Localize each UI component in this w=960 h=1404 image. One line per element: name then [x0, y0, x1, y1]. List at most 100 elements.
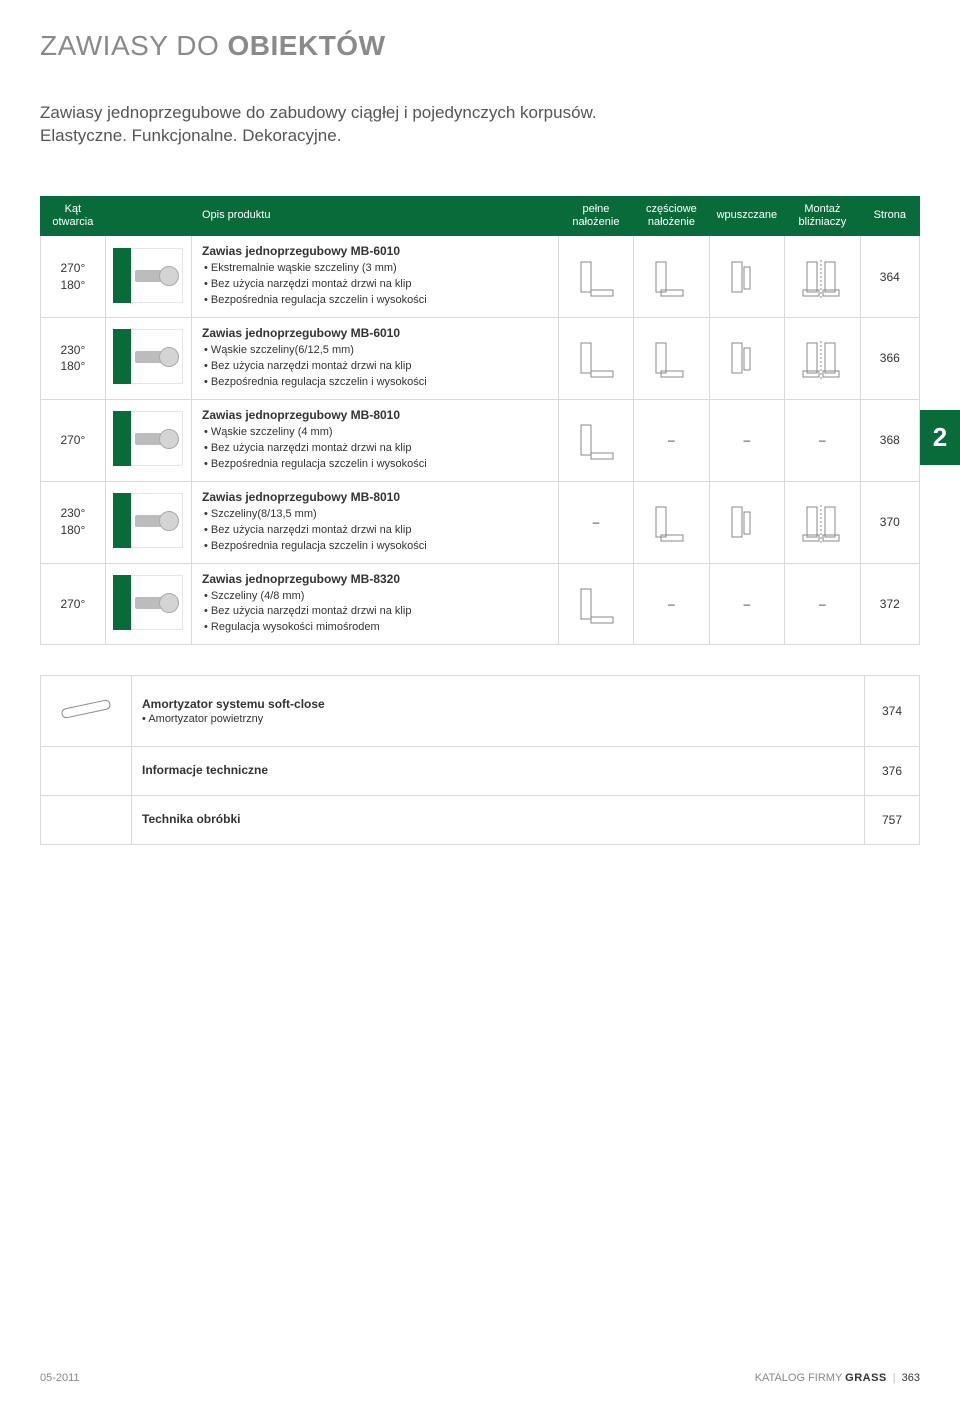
mount-icon-cell	[785, 236, 860, 318]
dash-icon: –	[819, 597, 826, 611]
info-title: Amortyzator systemu soft-close	[142, 697, 854, 711]
bullet-item: Szczeliny(8/13,5 mm)	[204, 507, 552, 523]
col-image	[105, 196, 191, 235]
mount-icon-cell	[709, 236, 784, 318]
hinge-icon	[113, 575, 183, 630]
table-row: 270°180° Zawias jednoprzegubowy MB-6010 E…	[41, 236, 920, 318]
product-title: Zawias jednoprzegubowy MB-6010	[202, 244, 552, 258]
col-page: Strona	[860, 196, 919, 235]
info-bullets: Amortyzator powietrzny	[142, 713, 854, 725]
bullet-item: Amortyzator powietrzny	[142, 713, 854, 725]
mount-icon-cell	[785, 318, 860, 400]
mount-icon-cell: –	[709, 563, 784, 645]
desc-cell: Zawias jednoprzegubowy MB-8320 Szczeliny…	[191, 563, 558, 645]
mount-icon-cell: –	[709, 399, 784, 481]
bullet-item: Bezpośrednia regulacja szczelin i wysoko…	[204, 375, 552, 391]
footer: 05-2011 KATALOG FIRMY GRASS | 363	[40, 1372, 920, 1384]
product-title: Zawias jednoprzegubowy MB-6010	[202, 326, 552, 340]
mount-icon-cell	[558, 236, 633, 318]
dash-icon: –	[593, 515, 600, 529]
inset-overlay-icon	[722, 252, 772, 302]
footer-date: 05-2011	[40, 1372, 80, 1384]
mount-icon-cell	[634, 236, 709, 318]
info-page-cell: 376	[865, 747, 920, 796]
full-overlay-icon	[571, 252, 621, 302]
product-title: Zawias jednoprzegubowy MB-8010	[202, 490, 552, 504]
product-bullets: Wąskie szczeliny(6/12,5 mm)Bez użycia na…	[202, 343, 552, 391]
mount-icon-cell: –	[634, 399, 709, 481]
product-thumb	[105, 481, 191, 563]
footer-sep: |	[893, 1372, 896, 1384]
info-thumb-cell	[41, 796, 132, 845]
half-overlay-icon	[646, 252, 696, 302]
mount-icon-cell: –	[785, 563, 860, 645]
bullet-item: Bez użycia narzędzi montaż drzwi na klip	[204, 523, 552, 539]
damper-icon	[51, 692, 121, 727]
mount-icon-cell	[558, 399, 633, 481]
inset-overlay-icon	[722, 497, 772, 547]
twin-overlay-icon	[797, 497, 847, 547]
full-overlay-icon	[571, 415, 621, 465]
footer-page-number: 363	[902, 1372, 920, 1384]
bullet-item: Bez użycia narzędzi montaż drzwi na klip	[204, 604, 552, 620]
product-bullets: Szczeliny(8/13,5 mm)Bez użycia narzędzi …	[202, 507, 552, 555]
col-half: częściowe nałożenie	[634, 196, 709, 235]
mount-icon-cell	[709, 318, 784, 400]
mount-icon-cell: –	[558, 481, 633, 563]
bullet-item: Szczeliny (4/8 mm)	[204, 589, 552, 605]
info-desc-cell: Technika obróbki	[132, 796, 865, 845]
dash-icon: –	[744, 597, 751, 611]
hinge-icon	[113, 329, 183, 384]
info-title: Technika obróbki	[142, 812, 854, 826]
product-thumb	[105, 318, 191, 400]
info-desc-cell: Amortyzator systemu soft-close Amortyzato…	[132, 676, 865, 747]
mount-icon-cell: –	[785, 399, 860, 481]
info-row: Informacje techniczne376	[41, 747, 920, 796]
info-thumb-cell	[41, 747, 132, 796]
title-bold: OBIEKTÓW	[228, 30, 386, 61]
bullet-item: Bez użycia narzędzi montaż drzwi na klip	[204, 359, 552, 375]
col-desc: Opis produktu	[191, 196, 558, 235]
bullet-item: Bez użycia narzędzi montaż drzwi na klip	[204, 277, 552, 293]
angle-cell: 230°180°	[41, 481, 106, 563]
product-thumb	[105, 236, 191, 318]
page-number-cell: 366	[860, 318, 919, 400]
bullet-item: Regulacja wysokości mimośrodem	[204, 620, 552, 636]
angle-cell: 270°180°	[41, 236, 106, 318]
info-page-cell: 757	[865, 796, 920, 845]
angle-cell: 230°180°	[41, 318, 106, 400]
half-overlay-icon	[646, 333, 696, 383]
product-bullets: Szczeliny (4/8 mm)Bez użycia narzędzi mo…	[202, 589, 552, 637]
title-light: ZAWIASY DO	[40, 30, 228, 61]
full-overlay-icon	[571, 579, 621, 629]
col-inset: wpuszczane	[709, 196, 784, 235]
hinge-icon	[113, 493, 183, 548]
bullet-item: Wąskie szczeliny (4 mm)	[204, 425, 552, 441]
footer-brand: GRASS	[845, 1372, 887, 1384]
desc-cell: Zawias jednoprzegubowy MB-6010 Wąskie sz…	[191, 318, 558, 400]
page-title: ZAWIASY DO OBIEKTÓW	[40, 30, 920, 62]
dash-icon: –	[819, 433, 826, 447]
page-number-cell: 370	[860, 481, 919, 563]
half-overlay-icon	[646, 497, 696, 547]
mount-icon-cell	[634, 481, 709, 563]
products-table: Kąt otwarcia Opis produktu pełne nałożen…	[40, 196, 920, 645]
bullet-item: Bezpośrednia regulacja szczelin i wysoko…	[204, 293, 552, 309]
info-desc-cell: Informacje techniczne	[132, 747, 865, 796]
angle-cell: 270°	[41, 563, 106, 645]
page-number-cell: 368	[860, 399, 919, 481]
info-table: Amortyzator systemu soft-close Amortyzato…	[40, 675, 920, 845]
mount-icon-cell	[785, 481, 860, 563]
product-bullets: Ekstremalnie wąskie szczeliny (3 mm)Bez …	[202, 261, 552, 309]
dash-icon: –	[668, 597, 675, 611]
section-tab: 2	[920, 410, 960, 465]
product-title: Zawias jednoprzegubowy MB-8320	[202, 572, 552, 586]
desc-cell: Zawias jednoprzegubowy MB-6010 Ekstremal…	[191, 236, 558, 318]
bullet-item: Bez użycia narzędzi montaż drzwi na klip	[204, 441, 552, 457]
product-thumb	[105, 563, 191, 645]
mount-icon-cell	[558, 318, 633, 400]
footer-catalog-text: KATALOG FIRMY	[755, 1372, 845, 1384]
page-subtitle: Zawiasy jednoprzegubowe do zabudowy ciąg…	[40, 102, 600, 148]
table-row: 230°180° Zawias jednoprzegubowy MB-8010 S…	[41, 481, 920, 563]
angle-cell: 270°	[41, 399, 106, 481]
